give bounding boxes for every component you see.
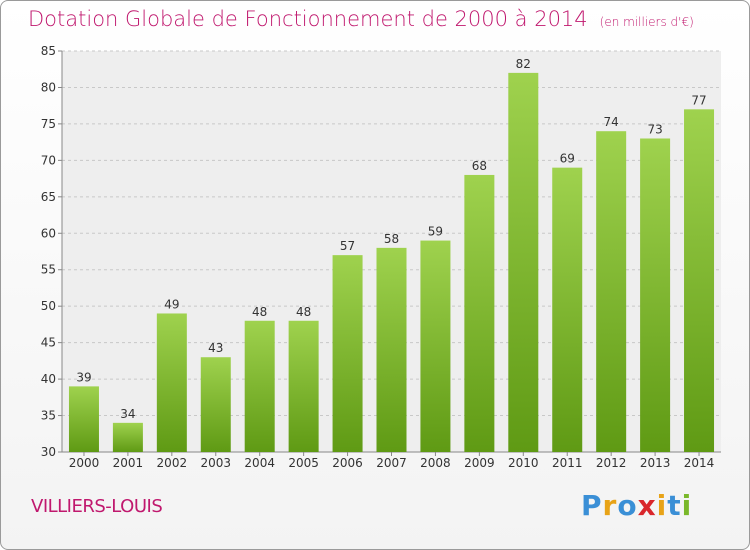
- y-tick-label: 35: [41, 409, 56, 423]
- x-tick-label: 2000: [69, 456, 100, 470]
- logo-letter: x: [637, 489, 657, 522]
- y-tick-label: 45: [41, 336, 56, 350]
- x-tick-label: 2004: [244, 456, 275, 470]
- chart-title-text: Dotation Globale de Fonctionnement de 20…: [28, 7, 588, 31]
- bar: [68, 386, 99, 452]
- proxiti-logo: Proxiti: [581, 489, 692, 522]
- data-label: 34: [120, 407, 135, 421]
- bar: [288, 320, 319, 452]
- x-tick-label: 2012: [596, 456, 627, 470]
- bar: [640, 138, 671, 452]
- bar: [244, 320, 275, 452]
- data-label: 74: [604, 115, 619, 129]
- data-label: 58: [384, 232, 399, 246]
- bar: [332, 255, 363, 452]
- bar: [596, 131, 627, 452]
- logo-letter: o: [617, 489, 638, 522]
- bar: [420, 240, 451, 452]
- data-label: 49: [164, 297, 179, 311]
- y-tick-label: 70: [41, 153, 56, 167]
- y-tick-label: 55: [41, 263, 56, 277]
- x-tick-label: 2013: [640, 456, 671, 470]
- x-tick-label: 2011: [552, 456, 583, 470]
- x-tick-label: 2007: [376, 456, 407, 470]
- place-name: VILLIERS-LOUIS: [31, 496, 163, 517]
- bar: [200, 357, 231, 452]
- data-label: 82: [516, 57, 531, 71]
- x-tick-label: 2005: [288, 456, 319, 470]
- x-tick-label: 2008: [420, 456, 451, 470]
- x-tick-label: 2002: [157, 456, 188, 470]
- chart-title: Dotation Globale de Fonctionnement de 20…: [28, 7, 694, 31]
- x-tick-label: 2010: [508, 456, 539, 470]
- bar: [156, 313, 187, 452]
- x-tick-label: 2006: [332, 456, 363, 470]
- x-tick-label: 2009: [464, 456, 495, 470]
- bar: [684, 109, 715, 452]
- y-tick-label: 65: [41, 190, 56, 204]
- y-tick-label: 85: [41, 44, 56, 58]
- y-tick-label: 60: [41, 226, 56, 240]
- y-tick-label: 80: [41, 80, 56, 94]
- logo-letter: P: [581, 489, 603, 522]
- data-label: 59: [428, 225, 443, 239]
- bar: [552, 167, 583, 452]
- logo-letter: i: [656, 489, 668, 522]
- x-tick-label: 2014: [684, 456, 715, 470]
- data-label: 39: [76, 370, 91, 384]
- bar: [464, 174, 495, 453]
- data-label: 68: [472, 159, 487, 173]
- data-label: 57: [340, 239, 355, 253]
- bar: [112, 422, 143, 452]
- bar: [376, 247, 407, 452]
- data-label: 77: [691, 93, 706, 107]
- y-tick-label: 75: [41, 117, 56, 131]
- y-tick-label: 30: [41, 445, 56, 459]
- bar: [508, 72, 539, 452]
- data-label: 48: [296, 305, 311, 319]
- x-tick-label: 2001: [113, 456, 144, 470]
- logo-letter: t: [667, 489, 682, 522]
- data-label: 69: [560, 152, 575, 166]
- y-tick-label: 40: [41, 372, 56, 386]
- chart-unit: (en milliers d'€): [599, 15, 694, 29]
- data-label: 48: [252, 305, 267, 319]
- logo-letter: i: [681, 489, 693, 522]
- data-label: 43: [208, 341, 223, 355]
- logo-letter: r: [602, 489, 618, 522]
- data-label: 73: [647, 122, 662, 136]
- y-tick-label: 50: [41, 299, 56, 313]
- x-tick-label: 2003: [200, 456, 231, 470]
